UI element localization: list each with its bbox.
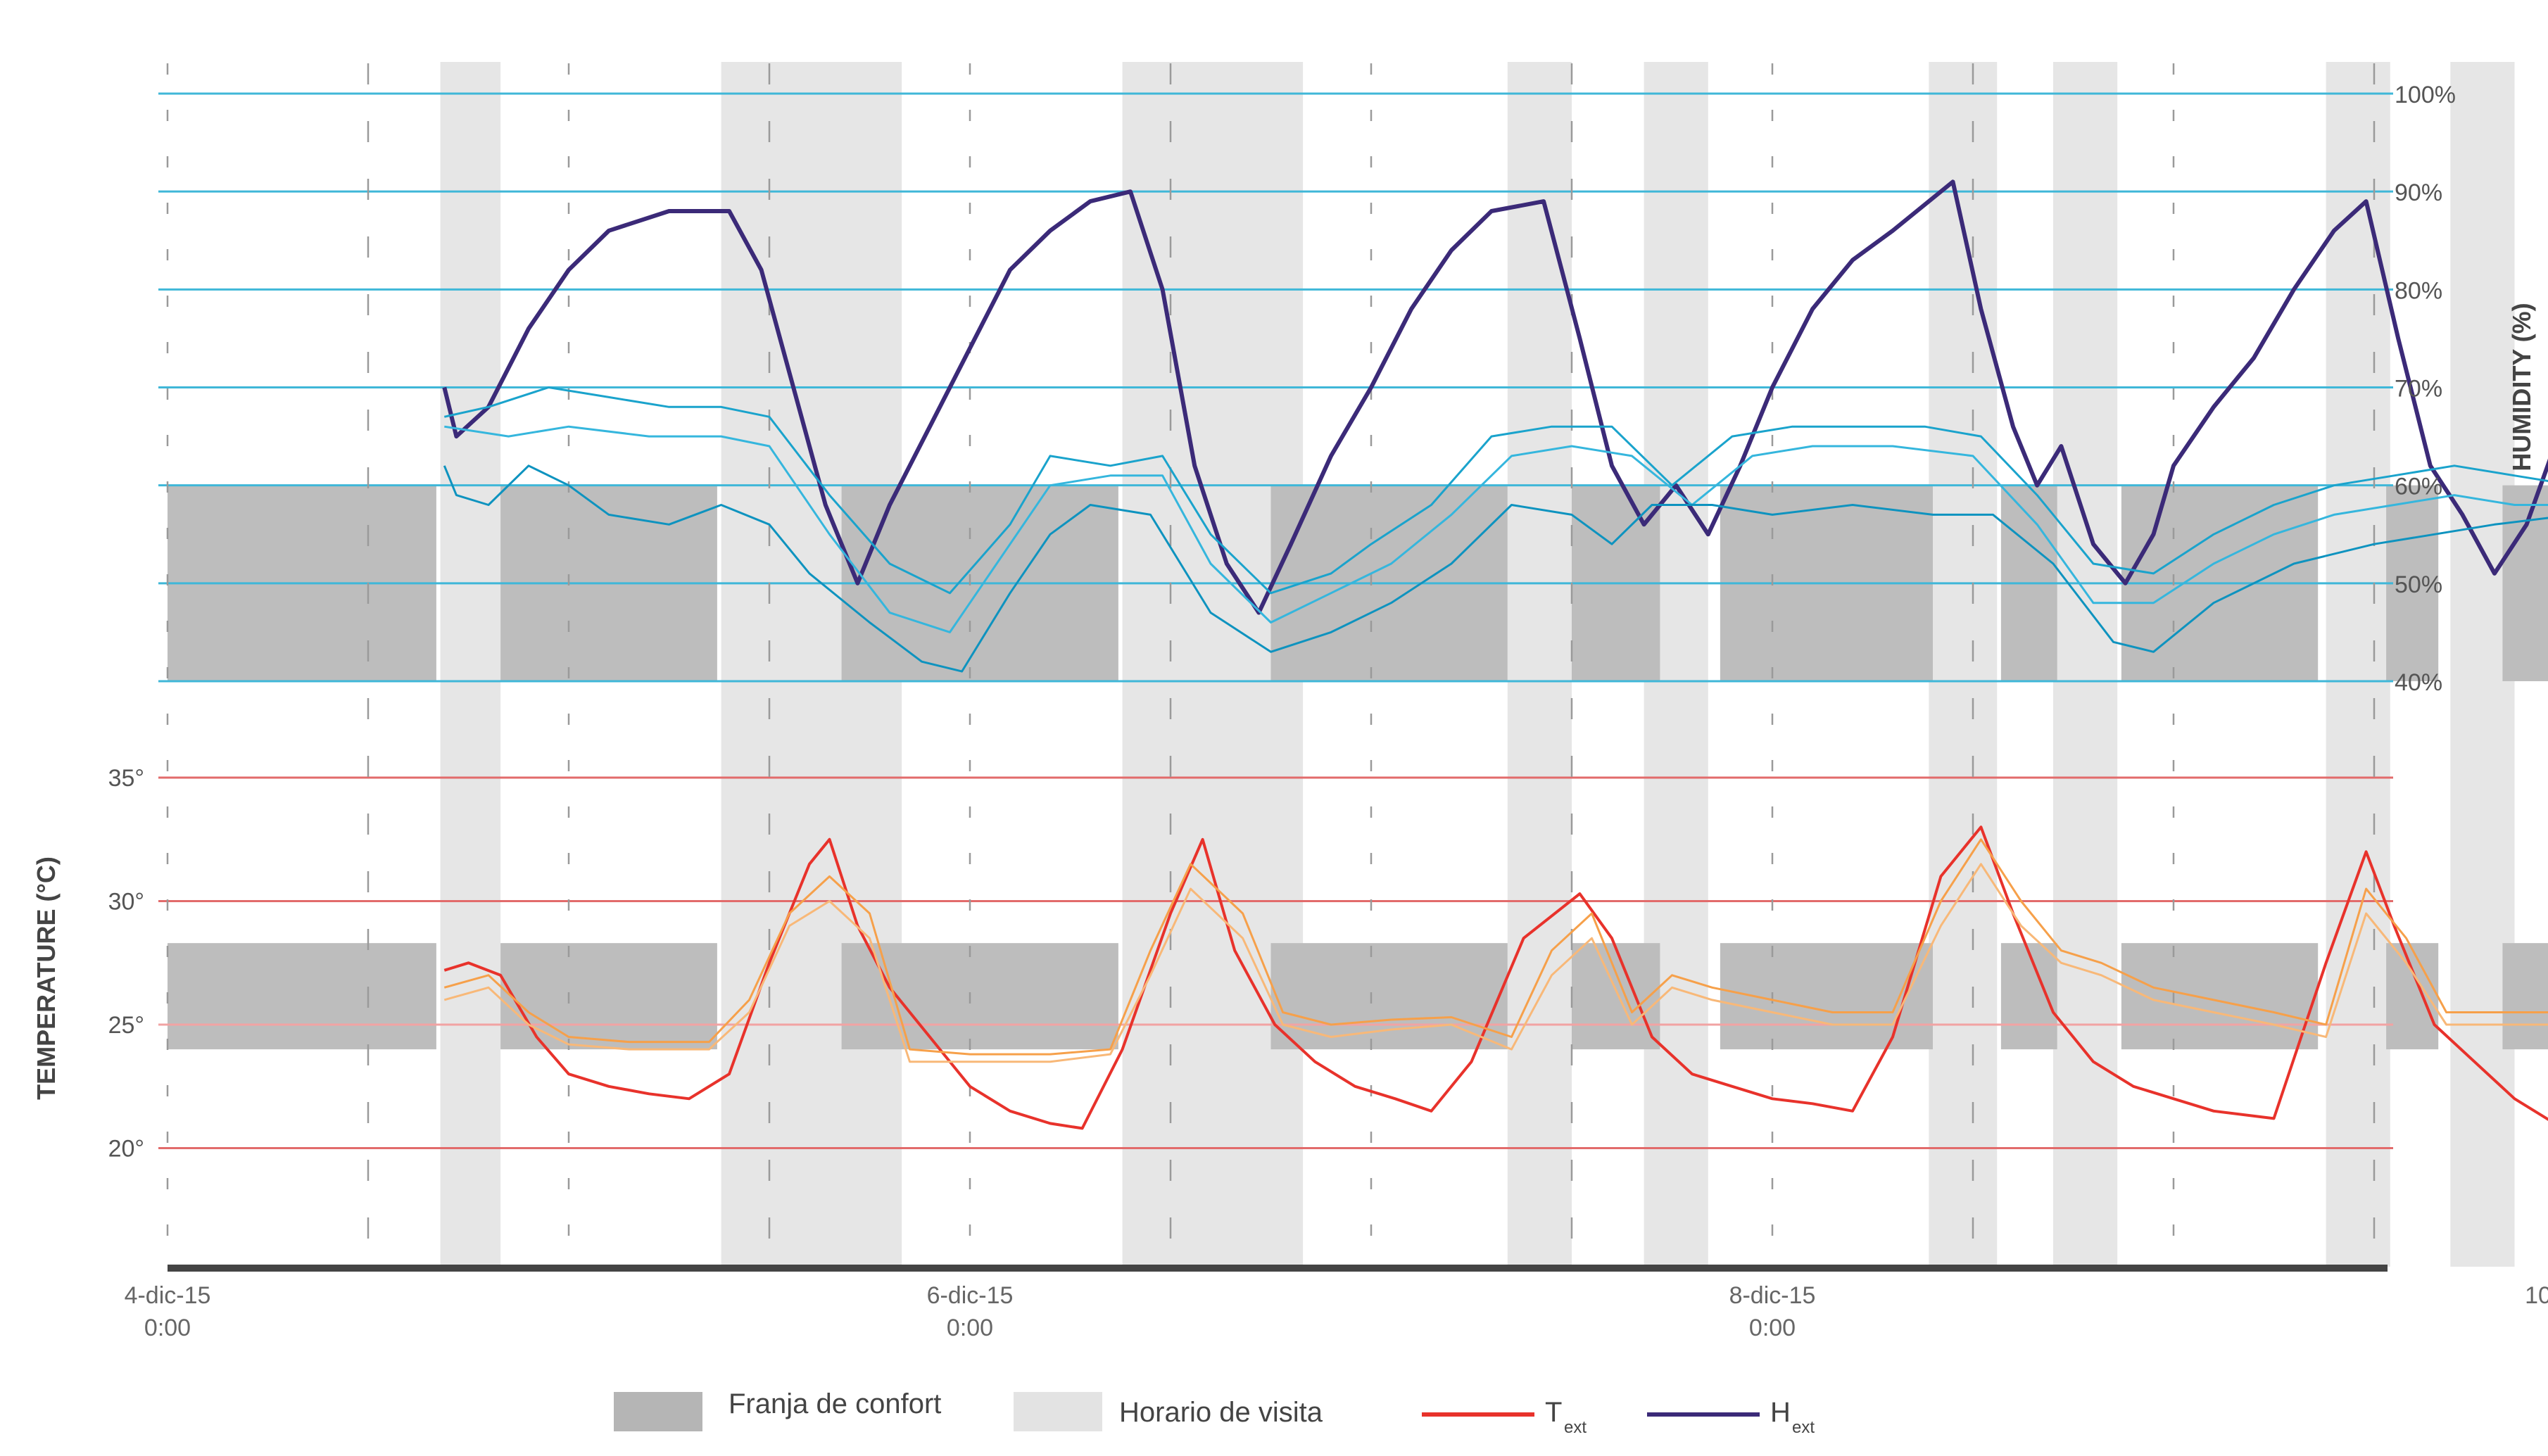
visiting-hours-band bbox=[1507, 62, 1572, 1267]
legend-swatch-visiting bbox=[1014, 1392, 1102, 1431]
temperature-comfort-band bbox=[168, 943, 436, 1050]
humidity-tick-label: 90% bbox=[2395, 179, 2442, 206]
x-axis-bar bbox=[168, 1265, 2388, 1272]
series-line bbox=[443, 464, 2548, 673]
x-tick-label: 6-dic-15 bbox=[927, 1282, 1014, 1309]
visiting-hours-band bbox=[1929, 62, 1998, 1267]
temperature-comfort-band bbox=[1572, 943, 1660, 1050]
humidity-tick-label: 50% bbox=[2395, 571, 2442, 598]
series-lines bbox=[442, 179, 2548, 1130]
visiting-hours-band bbox=[2326, 62, 2390, 1267]
temperature-comfort-band bbox=[2386, 943, 2439, 1050]
humidity-tick-label: 100% bbox=[2395, 82, 2456, 108]
legend-sub-text: ext bbox=[1564, 1418, 1587, 1437]
legend-label-comfort: Franja de confort bbox=[729, 1388, 941, 1419]
x-tick-label: 10-dic-15 bbox=[2525, 1282, 2548, 1309]
temperature-tick-label: 35° bbox=[108, 765, 144, 792]
x-tick-label-time: 0:00 bbox=[947, 1315, 993, 1341]
series-line bbox=[442, 179, 2548, 615]
series-line bbox=[443, 863, 2548, 1063]
legend-label-hext: H bbox=[1770, 1397, 1791, 1428]
temperature-comfort-band bbox=[2000, 943, 2057, 1050]
temperature-comfort-band bbox=[2121, 943, 2319, 1050]
legend-label-text: T bbox=[1545, 1397, 1562, 1428]
series-line bbox=[443, 838, 2548, 1056]
humidity-tick-label: 80% bbox=[2395, 277, 2442, 304]
x-tick-label-time: 0:00 bbox=[144, 1315, 191, 1341]
legend-swatch-comfort bbox=[614, 1392, 702, 1431]
x-tick-label: 4-dic-15 bbox=[125, 1282, 211, 1309]
temperature-tick-label: 20° bbox=[108, 1136, 144, 1163]
visiting-hours-band bbox=[2053, 62, 2118, 1267]
series-line bbox=[443, 825, 2548, 1130]
x-tick-label: 8-dic-15 bbox=[1729, 1282, 1816, 1309]
humidity-tick-label: 40% bbox=[2395, 669, 2442, 696]
humidity-tick-label: 60% bbox=[2395, 474, 2442, 500]
humidity-comfort-band bbox=[2386, 485, 2439, 681]
legend-label-visiting: Horario de visita bbox=[1119, 1397, 1323, 1428]
series-line bbox=[443, 386, 2548, 595]
temperature-axis-label: TEMPERATURE (°C) bbox=[32, 856, 61, 1100]
series-line bbox=[444, 425, 2548, 633]
temperature-tick-label: 25° bbox=[108, 1012, 144, 1039]
humidity-axis-label: HUMIDITY (%) bbox=[2507, 303, 2536, 471]
x-tick-label-time: 0:00 bbox=[1749, 1315, 1796, 1341]
legend-sub-hext: ext bbox=[1792, 1418, 1815, 1437]
temperature-tick-label: 30° bbox=[108, 889, 144, 916]
temperature-comfort-band bbox=[500, 943, 717, 1050]
visiting-hours-band bbox=[440, 62, 501, 1267]
axes: HUMIDITY (%) TEMPERATURE (°C) 100% 90% 80%… bbox=[32, 82, 2548, 1341]
humidity-comfort-band bbox=[2502, 485, 2548, 681]
humidity-tick-label: 70% bbox=[2395, 376, 2442, 403]
temperature-comfort-band bbox=[2502, 943, 2548, 1050]
